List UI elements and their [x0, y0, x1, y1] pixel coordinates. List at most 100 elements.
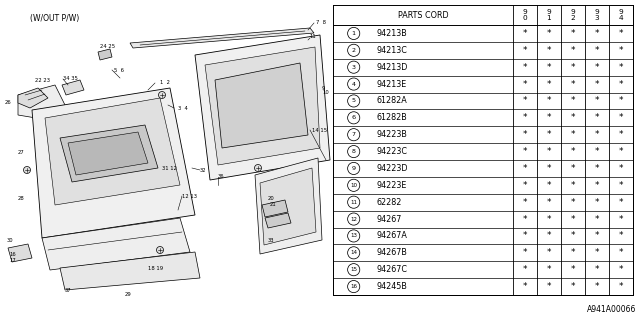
Text: *: *	[595, 164, 599, 173]
Text: *: *	[523, 231, 527, 240]
Text: A941A00066: A941A00066	[587, 305, 636, 314]
Text: 22 23: 22 23	[35, 77, 50, 83]
Text: *: *	[619, 46, 623, 55]
Text: *: *	[547, 96, 551, 105]
Text: 9
3: 9 3	[595, 9, 600, 21]
Circle shape	[24, 166, 31, 173]
Text: 12: 12	[350, 217, 357, 221]
Polygon shape	[62, 80, 84, 95]
Text: *: *	[523, 147, 527, 156]
Text: *: *	[547, 282, 551, 291]
Text: *: *	[571, 231, 575, 240]
Text: *: *	[619, 113, 623, 122]
Text: *: *	[595, 96, 599, 105]
Text: 94223D: 94223D	[376, 164, 408, 173]
Text: *: *	[619, 248, 623, 257]
Text: 7  8: 7 8	[316, 20, 326, 26]
Text: 94223B: 94223B	[376, 130, 407, 139]
Text: *: *	[571, 96, 575, 105]
Circle shape	[255, 164, 262, 172]
Text: *: *	[571, 80, 575, 89]
Text: *: *	[595, 198, 599, 207]
Text: 17: 17	[9, 258, 16, 262]
Text: 8: 8	[352, 149, 356, 154]
Text: (W/OUT P/W): (W/OUT P/W)	[30, 13, 79, 22]
Circle shape	[157, 246, 163, 253]
Text: 3: 3	[352, 65, 356, 70]
Text: *: *	[523, 181, 527, 190]
Text: *: *	[619, 80, 623, 89]
Text: *: *	[619, 265, 623, 274]
Text: *: *	[547, 215, 551, 224]
Text: PARTS CORD: PARTS CORD	[397, 11, 448, 20]
Text: 16: 16	[350, 284, 357, 289]
Text: *: *	[619, 29, 623, 38]
Text: 14: 14	[350, 250, 357, 255]
Text: 1: 1	[351, 31, 356, 36]
Text: *: *	[571, 29, 575, 38]
Text: *: *	[547, 130, 551, 139]
Text: 94267: 94267	[376, 215, 401, 224]
Text: 94267B: 94267B	[376, 248, 407, 257]
Text: *: *	[571, 113, 575, 122]
Polygon shape	[42, 218, 190, 270]
Text: 27: 27	[18, 149, 25, 155]
Text: *: *	[619, 215, 623, 224]
Text: *: *	[571, 215, 575, 224]
Text: 37: 37	[65, 287, 72, 292]
Text: *: *	[547, 164, 551, 173]
Text: 12 13: 12 13	[182, 194, 197, 198]
Text: 13: 13	[350, 233, 357, 238]
Polygon shape	[195, 35, 330, 180]
Text: *: *	[523, 29, 527, 38]
Text: *: *	[523, 215, 527, 224]
Text: *: *	[619, 63, 623, 72]
Text: *: *	[523, 80, 527, 89]
Text: *: *	[547, 113, 551, 122]
Text: 24 25: 24 25	[100, 44, 115, 49]
Text: *: *	[547, 46, 551, 55]
Text: *: *	[619, 282, 623, 291]
Text: *: *	[595, 46, 599, 55]
Text: 9: 9	[322, 85, 325, 91]
Text: 9
0: 9 0	[523, 9, 527, 21]
Text: *: *	[523, 63, 527, 72]
Text: *: *	[571, 198, 575, 207]
Text: *: *	[595, 265, 599, 274]
Text: 9: 9	[351, 166, 356, 171]
Bar	[333, 5, 633, 25]
Text: *: *	[619, 181, 623, 190]
Text: *: *	[523, 113, 527, 122]
Circle shape	[159, 92, 166, 99]
Text: 21: 21	[270, 202, 276, 206]
Text: *: *	[571, 130, 575, 139]
Text: *: *	[523, 198, 527, 207]
Text: 94223C: 94223C	[376, 147, 407, 156]
Polygon shape	[262, 200, 288, 217]
Text: *: *	[571, 46, 575, 55]
Text: 4: 4	[352, 82, 356, 87]
Text: *: *	[595, 215, 599, 224]
Text: *: *	[595, 231, 599, 240]
Text: *: *	[595, 248, 599, 257]
Text: *: *	[547, 248, 551, 257]
Text: *: *	[595, 147, 599, 156]
Text: *: *	[523, 164, 527, 173]
Text: *: *	[523, 96, 527, 105]
Text: 36: 36	[218, 174, 225, 180]
Text: *: *	[595, 29, 599, 38]
Text: *: *	[523, 282, 527, 291]
Text: 28: 28	[18, 196, 25, 201]
Text: *: *	[547, 29, 551, 38]
Text: *: *	[571, 164, 575, 173]
Polygon shape	[60, 125, 158, 182]
Text: *: *	[523, 46, 527, 55]
Polygon shape	[205, 47, 320, 165]
Bar	[333, 5, 633, 295]
Text: 32: 32	[200, 167, 207, 172]
Text: 26: 26	[5, 100, 12, 106]
Text: 61282B: 61282B	[376, 113, 407, 122]
Text: 30: 30	[7, 237, 13, 243]
Text: 14 15: 14 15	[312, 127, 327, 132]
Text: *: *	[571, 63, 575, 72]
